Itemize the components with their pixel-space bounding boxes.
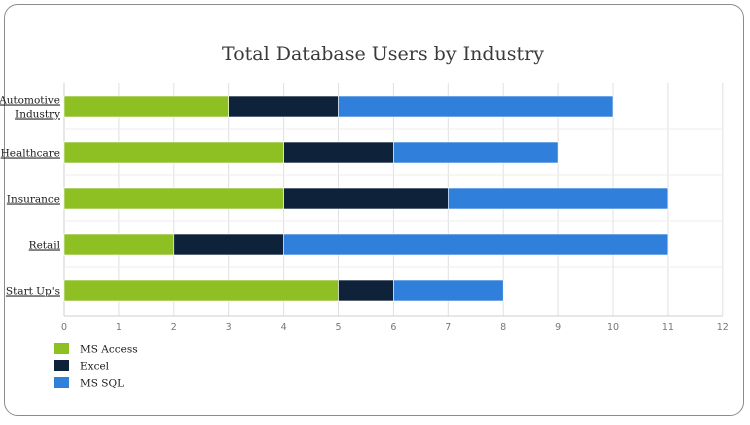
bar-ms-access-4 xyxy=(63,279,339,302)
legend-swatch-ms-sql xyxy=(54,377,69,388)
x-tick-label: 5 xyxy=(335,322,341,333)
x-tick-label: 9 xyxy=(555,322,561,333)
bar-ms-sql-2 xyxy=(447,187,669,210)
bar-excel-1 xyxy=(283,141,394,164)
category-label: Insurance xyxy=(7,194,60,206)
bar-excel-4 xyxy=(338,279,394,302)
category-label: Healthcare xyxy=(1,148,60,160)
x-tick-label: 2 xyxy=(171,322,177,333)
bar-excel-3 xyxy=(173,233,284,256)
bar-excel-2 xyxy=(283,187,449,210)
bar-ms-sql-4 xyxy=(393,279,504,302)
legend-swatch-excel xyxy=(54,360,69,371)
bar-ms-access-3 xyxy=(63,233,175,256)
legend-label-ms-access: MS Access xyxy=(80,344,138,356)
x-tick-label: 6 xyxy=(390,322,396,333)
bar-ms-sql-0 xyxy=(338,95,614,118)
category-label: Retail xyxy=(29,240,61,252)
bar-ms-access-1 xyxy=(63,141,284,164)
bar-ms-access-2 xyxy=(63,187,284,210)
x-tick-label: 12 xyxy=(717,322,729,333)
x-tick-label: 3 xyxy=(226,322,232,333)
chart-title: Total Database Users by Industry xyxy=(222,43,544,65)
category-labels: Automotive Industry Healthcare Insurance Ret… xyxy=(0,95,61,298)
x-tick-labels: 0 1 2 3 4 5 6 7 8 9 10 11 12 xyxy=(61,322,729,333)
x-tick-label: 8 xyxy=(500,322,506,333)
chart-frame xyxy=(4,4,744,416)
category-label: Automotive xyxy=(0,95,60,107)
x-tick-label: 7 xyxy=(445,322,451,333)
legend: MS Access Excel MS SQL xyxy=(54,343,138,390)
bar-ms-sql-1 xyxy=(393,141,559,164)
bar-ms-access-0 xyxy=(63,95,229,118)
x-tick-label: 0 xyxy=(61,322,67,333)
x-tick-label: 1 xyxy=(116,322,122,333)
bars xyxy=(63,95,669,302)
x-tick-label: 4 xyxy=(281,322,287,333)
x-tick-label: 11 xyxy=(662,322,674,333)
bar-ms-sql-3 xyxy=(283,233,669,256)
legend-label-ms-sql: MS SQL xyxy=(80,378,124,390)
bar-excel-0 xyxy=(228,95,339,118)
x-tick-label: 10 xyxy=(607,322,619,333)
legend-swatch-ms-access xyxy=(54,343,69,354)
category-label: Industry xyxy=(15,109,60,121)
category-label: Start Up's xyxy=(6,286,60,298)
legend-label-excel: Excel xyxy=(80,361,110,373)
